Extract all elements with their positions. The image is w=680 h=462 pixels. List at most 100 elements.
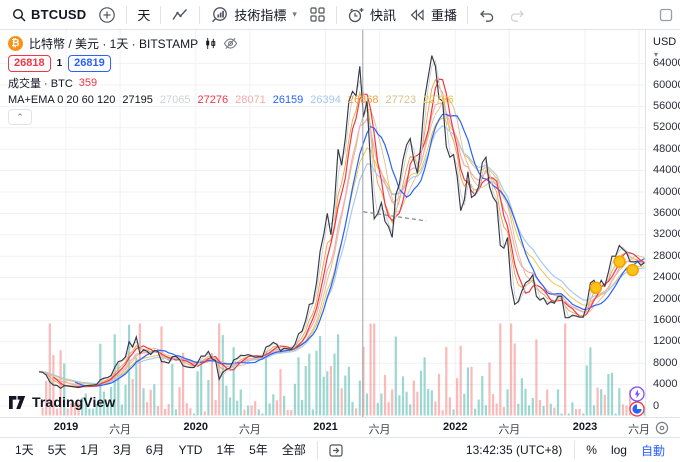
range-button[interactable]: 5天 (41, 439, 74, 461)
chevron-up-icon: ⌃ (16, 111, 24, 122)
bottom-toolbar: 1天 5天 1月 3月 6月 YTD 1年 5年 全部 13:42:35 (UTC+8) % l… (0, 437, 680, 462)
indicators-button[interactable]: 技術指標 ▾ (204, 3, 303, 27)
replay-button[interactable]: 重播 (402, 3, 463, 27)
plus-circle-icon (99, 6, 116, 23)
square-icon (659, 8, 673, 21)
redo-button[interactable] (502, 3, 532, 27)
spread-value: 1 (56, 58, 63, 69)
fullscreen-button[interactable] (653, 3, 679, 27)
symbol-label: BTCUSD (31, 7, 87, 22)
range-buttons: 1天 5天 1月 3月 6月 YTD 1年 5年 全部 (8, 439, 313, 462)
bottombar-divider (316, 441, 318, 459)
toolbar-divider (126, 5, 128, 24)
time-tick-label: 六月 (109, 424, 132, 436)
price-axis[interactable]: USD ▾ 0 4000 8000 12000 16000 20000 24000 28000… (645, 30, 680, 417)
interval-button[interactable]: 天 (131, 3, 156, 27)
replay-label: 重播 (430, 8, 457, 23)
clock-label[interactable]: 13:42:35 (UTC+8) (465, 443, 563, 457)
symbol-search-button[interactable]: BTCUSD (6, 3, 92, 27)
ma-value: 28071 (235, 94, 266, 106)
volume-label: 成交量 · BTC (8, 78, 73, 90)
collapse-legend-button[interactable]: ⌃ (8, 109, 32, 125)
range-button[interactable]: 1月 (73, 439, 106, 461)
toolbar-divider (466, 5, 468, 24)
time-tick-label: 2023 (572, 421, 598, 433)
percent-scale-button[interactable]: % (579, 439, 604, 461)
alerts-label: 快訊 (369, 8, 396, 23)
price-tick-label: 24000 (653, 271, 680, 284)
tradingview-logo-icon (9, 395, 26, 409)
range-button[interactable]: 6月 (139, 439, 172, 461)
goto-date-button[interactable] (322, 438, 350, 462)
stats-circle-icon[interactable] (629, 401, 645, 417)
volume-legend-row[interactable]: 成交量 · BTC 359 (8, 75, 454, 91)
price-chart-canvas[interactable] (0, 30, 645, 417)
price-tick-label: 4000 (653, 378, 678, 391)
price-tick-label: 28000 (653, 249, 680, 262)
time-tick-label: 六月 (498, 424, 521, 436)
currency-label[interactable]: USD ▾ (653, 36, 680, 60)
range-button[interactable]: 1天 (8, 439, 41, 461)
price-tick-label: 60000 (653, 78, 680, 91)
bottombar-right: 13:42:35 (UTC+8) % log 自動 (458, 439, 672, 461)
toolbar-divider (335, 5, 337, 24)
volume-value: 359 (78, 77, 98, 89)
grid-icon (310, 7, 325, 22)
range-button[interactable]: 1年 (209, 439, 242, 461)
ma-value: 26159 (272, 94, 304, 106)
eye-off-icon[interactable] (223, 36, 238, 51)
chart-type-button[interactable] (165, 3, 195, 27)
log-scale-button[interactable]: log (604, 439, 634, 461)
redo-icon (510, 10, 524, 22)
time-tick-label: 2022 (443, 421, 468, 433)
symbol-legend-row[interactable]: ₿ 比特幣 / 美元 · 1天 · BITSTAMP (8, 35, 454, 52)
ma-legend-row[interactable]: MA+EMA 0 20 60 120 27195 27065 27276 28071 2… (8, 94, 454, 106)
range-button[interactable]: 全部 (275, 439, 313, 461)
price-tick-label: 48000 (653, 142, 680, 155)
lightning-circle-icon[interactable] (629, 386, 645, 402)
line-chart-icon (172, 8, 188, 20)
ma-value: 27195 (122, 94, 153, 106)
ma-values: 27195 27065 27276 28071 26159 26394 26868 27723… (122, 94, 453, 106)
ma-value: 22766 (423, 94, 454, 106)
range-button[interactable]: YTD (171, 439, 209, 461)
ma-value: 26868 (347, 94, 379, 106)
ma-label: MA+EMA 0 20 60 120 (8, 94, 116, 106)
undo-button[interactable] (472, 3, 502, 27)
time-tick-label: 2020 (183, 421, 208, 433)
alerts-button[interactable]: 快訊 (341, 3, 402, 27)
price-tick-label: 56000 (653, 99, 680, 112)
toolbar-divider (160, 5, 162, 24)
chart-legend: ₿ 比特幣 / 美元 · 1天 · BITSTAMP (8, 35, 454, 125)
compare-add-button[interactable] (92, 3, 122, 27)
price-tick-label: 20000 (653, 292, 680, 305)
chevron-down-icon: ▾ (654, 50, 659, 59)
btc-logo-icon: ₿ (8, 36, 23, 51)
symbol-title: 比特幣 / 美元 · 1天 · BITSTAMP (29, 37, 199, 51)
watermark-text: TradingView (32, 394, 116, 410)
rewind-icon (410, 8, 424, 21)
ma-value: 27065 (159, 94, 191, 106)
quote-row: 26818 1 26819 (8, 55, 454, 72)
tradingview-watermark: TradingView (8, 394, 115, 410)
range-button[interactable]: 3月 (106, 439, 139, 461)
axis-settings-icon[interactable] (655, 421, 669, 435)
currency-text: USD (653, 36, 677, 48)
price-tick-label: 36000 (653, 206, 680, 219)
bottombar-divider (574, 441, 576, 459)
range-button[interactable]: 5年 (242, 439, 275, 461)
time-axis[interactable]: 2019 六月 2020 六月 2021 六月 2022 六月 2023 六月 (0, 417, 680, 437)
search-icon (12, 8, 26, 21)
undo-icon (480, 10, 494, 22)
time-tick-label: 2019 (53, 421, 79, 433)
price-tick-label: 16000 (653, 313, 680, 326)
chart-plot-pane[interactable]: ₿ 比特幣 / 美元 · 1天 · BITSTAMP (0, 30, 645, 417)
time-tick-label: 2021 (313, 421, 338, 433)
calendar-icon (329, 444, 343, 457)
auto-scale-button[interactable]: 自動 (634, 439, 672, 461)
alarm-clock-plus-icon (348, 7, 364, 22)
bid-price-badge[interactable]: 26818 (8, 55, 51, 72)
ask-price-badge[interactable]: 26819 (68, 55, 111, 72)
indicator-templates-button[interactable] (303, 3, 332, 27)
